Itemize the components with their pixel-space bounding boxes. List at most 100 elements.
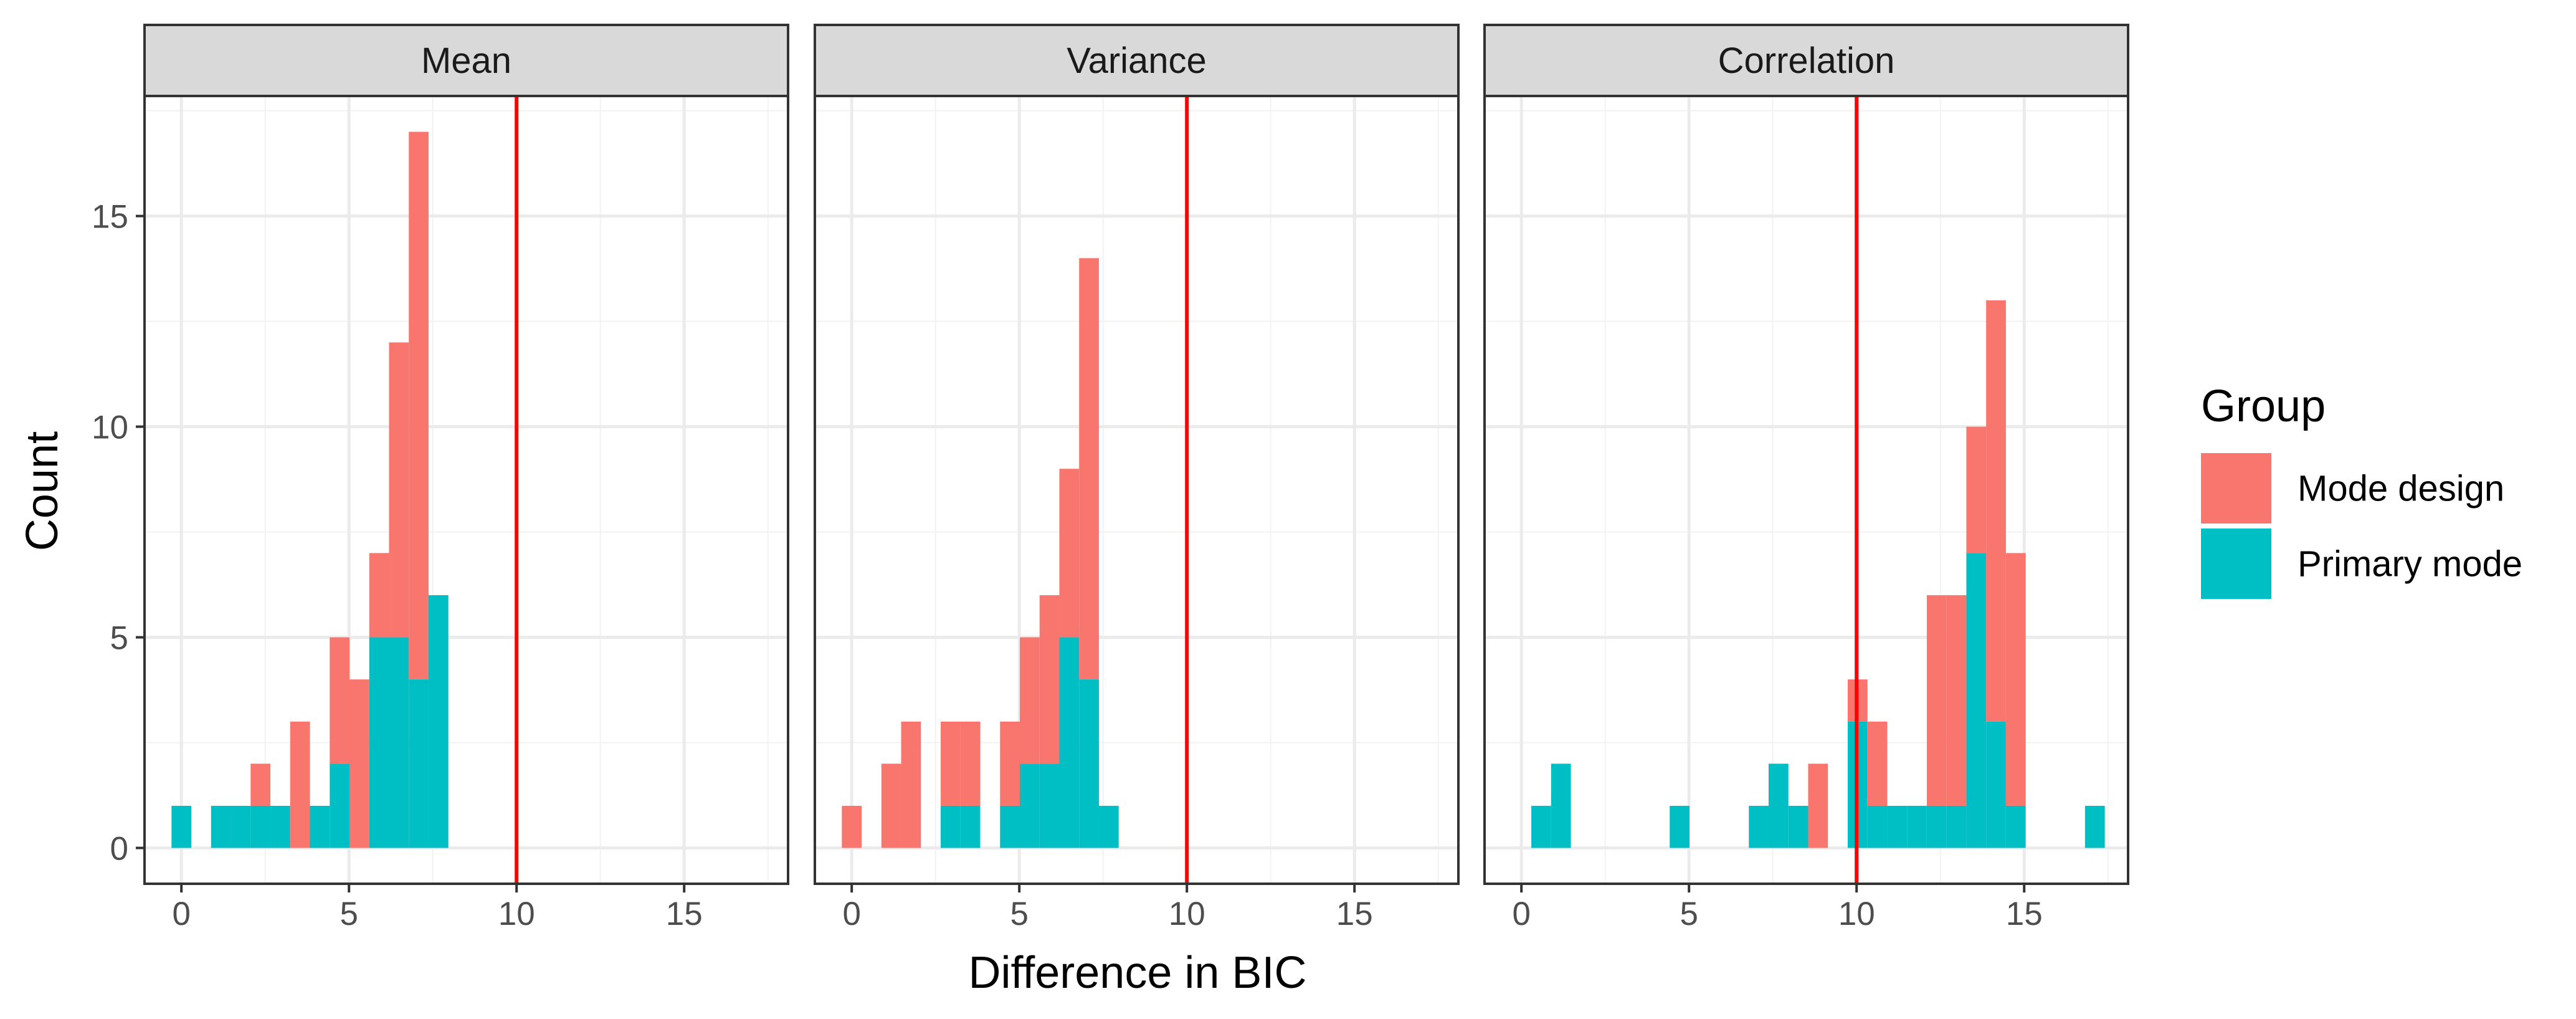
y-tick-label: 0 [110, 831, 128, 868]
bar-mode-design [1808, 763, 1828, 848]
bar-mode-design [1926, 595, 1947, 806]
bar-primary-mode [369, 637, 389, 848]
bar-mode-design [389, 342, 409, 638]
bar-primary-mode [1670, 805, 1690, 848]
bar-primary-mode [1768, 763, 1789, 848]
bar-primary-mode [1039, 763, 1060, 848]
bar-mode-design [1000, 721, 1020, 806]
bar-primary-mode [1079, 679, 1099, 848]
bar-primary-mode [389, 637, 409, 848]
x-tick-label: 0 [842, 896, 860, 932]
facet-strip-label: Mean [421, 41, 511, 81]
bar-primary-mode [2005, 805, 2026, 848]
bar-primary-mode [1000, 805, 1020, 848]
bar-mode-design [842, 805, 862, 848]
bar-mode-design [941, 721, 961, 806]
bar-primary-mode [1887, 805, 1908, 848]
bar-primary-mode [250, 805, 271, 848]
facet-strip-label: Correlation [1718, 41, 1895, 81]
bar-mode-design [881, 763, 901, 848]
x-tick-label: 15 [1336, 896, 1373, 932]
y-axis-title-group: Count [17, 431, 67, 551]
facet-strip [143, 24, 789, 97]
y-tick-label: 10 [92, 409, 128, 446]
legend-entry-mode-design: Mode design [2201, 453, 2504, 524]
legend-key [2201, 453, 2271, 524]
panel-background [145, 96, 788, 884]
x-tick-label: 10 [498, 896, 535, 932]
bar-primary-mode [1986, 721, 2006, 848]
x-tick-label: 5 [1010, 896, 1028, 932]
bar-primary-mode [428, 595, 449, 848]
bar-mode-design [1966, 426, 1987, 553]
bar-primary-mode [1098, 805, 1119, 848]
bar-mode-design [1019, 637, 1040, 764]
bar-mode-design [901, 721, 921, 848]
facet-strip [814, 24, 1460, 97]
bar-mode-design [1059, 469, 1080, 638]
legend-key [2201, 529, 2271, 599]
panel-background [815, 96, 1458, 884]
bar-primary-mode [941, 805, 961, 848]
y-axis-title: Count [17, 431, 67, 551]
facet-strip [1483, 24, 2129, 97]
bar-primary-mode [1059, 637, 1080, 848]
bar-mode-design [1079, 258, 1099, 680]
bar-primary-mode [1551, 763, 1571, 848]
bar-primary-mode [310, 805, 330, 848]
bar-mode-design [2005, 553, 2026, 806]
x-tick-label: 15 [666, 896, 703, 932]
panel-background [1485, 96, 2128, 884]
bar-mode-design [349, 679, 369, 848]
bar-mode-design [1946, 595, 1967, 806]
bar-primary-mode [2084, 805, 2105, 848]
bar-primary-mode [330, 763, 349, 848]
x-tick-label: 0 [1512, 896, 1530, 932]
legend-label: Mode design [2298, 469, 2504, 509]
x-tick-label: 10 [1169, 896, 1205, 932]
bar-primary-mode [960, 805, 981, 848]
bar-mode-design [330, 637, 349, 764]
bar-mode-design [960, 721, 981, 806]
bar-primary-mode [1749, 805, 1769, 848]
facet-panel-correlation: Correlation 0 5 10 15 [1483, 24, 2129, 932]
bar-primary-mode [171, 805, 192, 848]
x-tick-label: 5 [1680, 896, 1698, 932]
bar-primary-mode [409, 679, 429, 848]
facet-strip-label: Variance [1067, 41, 1207, 81]
bar-primary-mode [270, 805, 290, 848]
y-tick-label: 5 [110, 620, 128, 657]
x-tick-label: 5 [340, 896, 358, 932]
bar-mode-design [409, 132, 429, 680]
legend-label: Primary mode [2298, 544, 2522, 585]
bar-primary-mode [231, 805, 251, 848]
bar-primary-mode [1531, 805, 1551, 848]
x-axis-title: Difference in BIC [969, 948, 1307, 998]
legend-title: Group [2201, 381, 2326, 431]
bar-primary-mode [1867, 805, 1888, 848]
bar-mode-design [1867, 721, 1888, 806]
bar-mode-design [290, 721, 310, 848]
bar-primary-mode [1907, 805, 1927, 848]
x-tick-label: 0 [172, 896, 190, 932]
legend: Group Mode design Primary mode [2201, 381, 2522, 599]
bar-mode-design [1039, 595, 1060, 764]
bar-primary-mode [1926, 805, 1947, 848]
y-tick-label: 15 [92, 199, 128, 236]
bar-primary-mode [1946, 805, 1967, 848]
facet-panel-mean: Mean 0 5 10 15 0 5 10 15 [92, 24, 789, 932]
x-tick-label: 15 [2006, 896, 2043, 932]
bar-primary-mode [1019, 763, 1040, 848]
bar-mode-design [369, 553, 389, 638]
bar-primary-mode [1966, 553, 1987, 848]
bar-mode-design [1986, 300, 2006, 722]
x-tick-label: 10 [1838, 896, 1875, 932]
bar-primary-mode [211, 805, 231, 848]
x-axis-title-group: Difference in BIC [969, 948, 1307, 998]
legend-entry-primary-mode: Primary mode [2201, 529, 2522, 599]
legend-entries: Mode design Primary mode [2201, 453, 2522, 599]
bar-mode-design [250, 763, 271, 806]
bar-primary-mode [1788, 805, 1808, 848]
